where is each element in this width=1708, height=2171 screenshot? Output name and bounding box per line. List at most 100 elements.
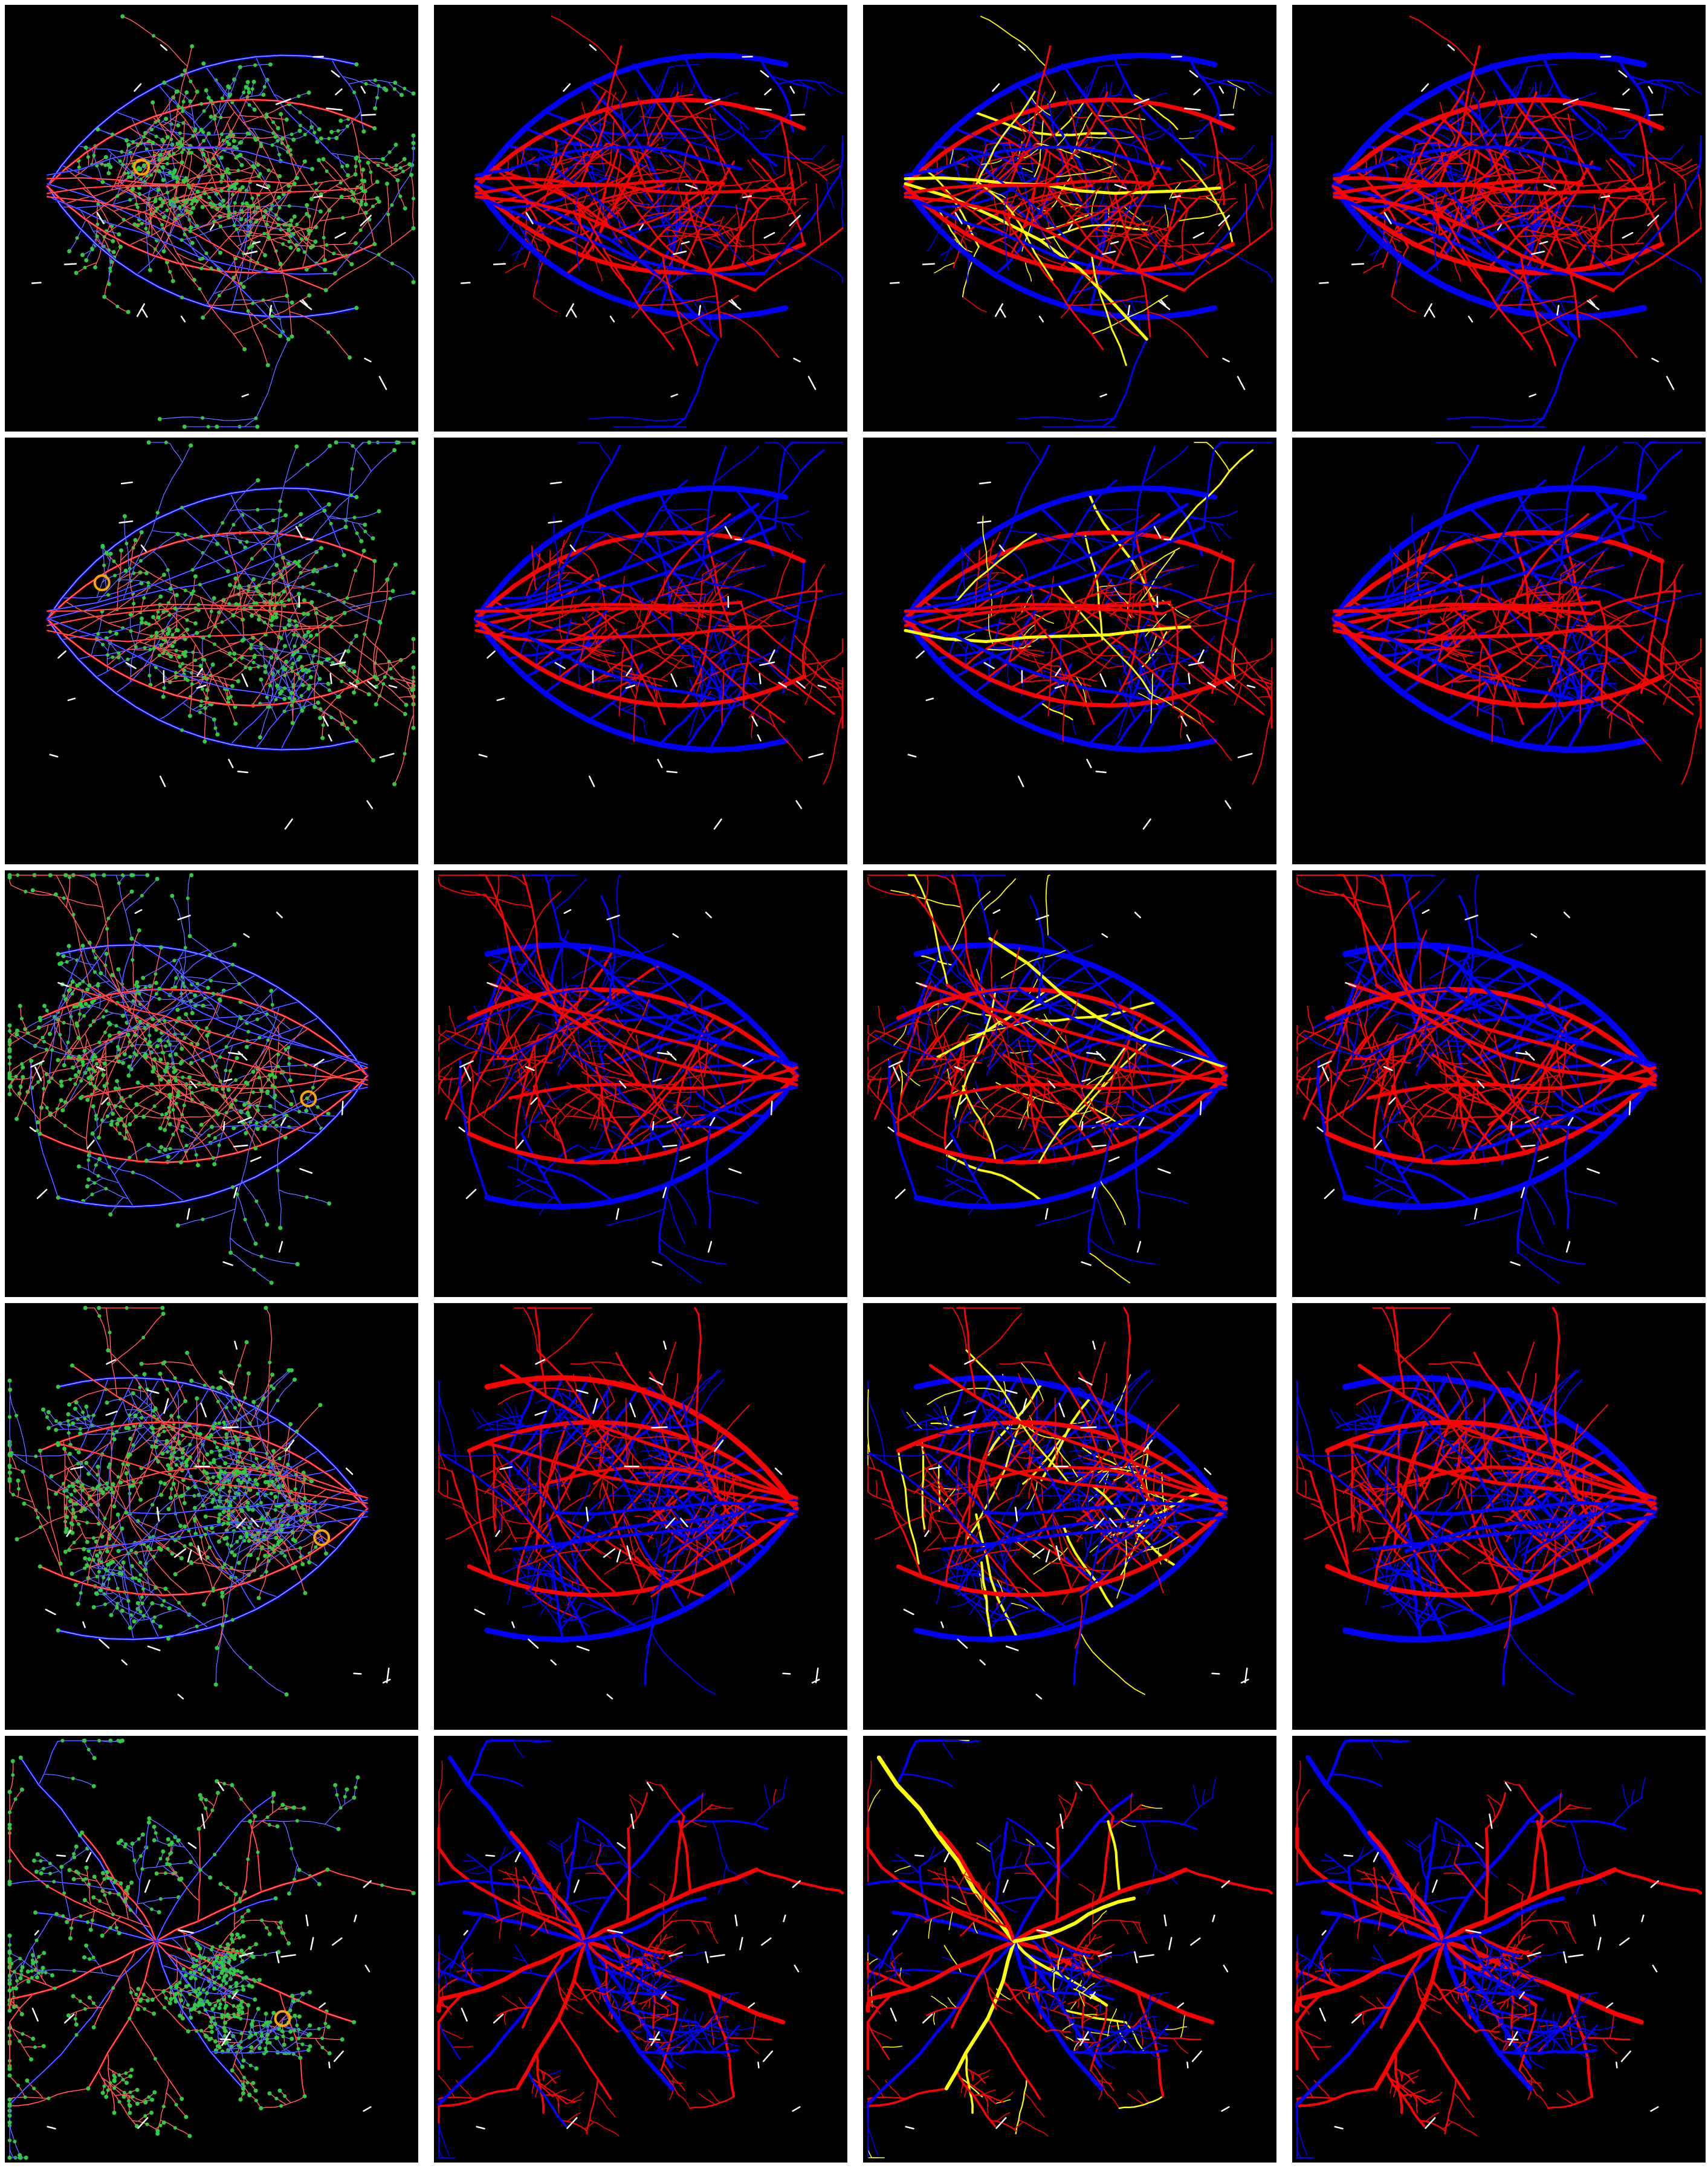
graph-node <box>190 1011 195 1015</box>
graph-node <box>165 208 169 212</box>
artery-segment <box>904 180 1154 195</box>
artery-segment <box>1472 200 1485 209</box>
artery-segment <box>1577 629 1694 716</box>
graph-node <box>224 1069 228 1073</box>
artery-segment <box>668 115 717 120</box>
artery-segment <box>1091 590 1102 616</box>
vein-segment <box>1541 55 1636 167</box>
artery-segment <box>1250 164 1271 176</box>
graph-node <box>267 580 271 584</box>
graph-node <box>349 493 353 497</box>
artery-segment <box>1559 239 1579 248</box>
graph-node <box>131 187 135 191</box>
graph-node <box>18 1003 22 1008</box>
graph-node <box>288 1078 293 1082</box>
graph-node <box>188 229 192 233</box>
graph-node <box>134 202 138 207</box>
graph-node <box>354 495 359 499</box>
vessel-map <box>889 16 1273 428</box>
artery-segment <box>969 144 988 191</box>
unclassified-fragment <box>96 212 105 225</box>
artery-segment <box>960 188 992 205</box>
graph-node <box>267 235 271 240</box>
graph-node <box>136 985 140 989</box>
vein-segment <box>960 545 966 592</box>
vein-segment <box>1635 592 1702 609</box>
graph-node <box>185 618 189 622</box>
graph-node <box>371 758 375 763</box>
graph-node <box>230 100 235 105</box>
vein-segment <box>1162 645 1179 680</box>
vein-segment <box>1028 118 1054 130</box>
artery-segment <box>1542 192 1580 338</box>
unclassified-fragment <box>992 83 1000 92</box>
artery-segment <box>788 662 836 706</box>
unclassified-fragment <box>793 357 801 363</box>
graph-node <box>85 1184 89 1189</box>
graph-node <box>246 86 250 91</box>
centerline <box>236 508 283 558</box>
graph-node <box>174 89 179 94</box>
graph-node <box>137 166 141 170</box>
vein-segment <box>1432 186 1439 271</box>
artery-segment <box>1391 296 1416 312</box>
graph-node <box>154 134 158 138</box>
artery-segment <box>677 184 685 212</box>
graph-node <box>377 620 382 624</box>
vein-segment <box>122 445 192 600</box>
graph-node <box>306 612 310 616</box>
artery-segment <box>672 578 684 606</box>
graph-node <box>174 593 179 598</box>
graph-node <box>148 647 152 652</box>
artery-segment <box>671 609 702 621</box>
graph-node <box>352 199 356 202</box>
vein-segment <box>273 93 320 130</box>
centerline <box>129 618 142 683</box>
graph-node <box>345 163 350 168</box>
graph-node <box>287 1062 291 1066</box>
graph-node <box>65 960 69 964</box>
artery-segment <box>662 590 673 616</box>
unclassified-fragment <box>209 224 215 231</box>
artery-segment <box>577 207 582 233</box>
graph-node <box>326 502 331 506</box>
graph-node <box>277 508 282 513</box>
centerline <box>88 1155 184 1202</box>
artery-segment <box>534 609 629 667</box>
artery-segment <box>616 184 688 264</box>
graph-node <box>250 87 254 91</box>
unclassified-fragment <box>1133 98 1150 105</box>
graph-node <box>291 699 295 704</box>
artery-segment <box>1680 164 1700 177</box>
unclassified-fragment <box>751 716 758 727</box>
centerline <box>118 1052 146 1062</box>
artery-segment <box>1084 532 1104 641</box>
centerline <box>260 679 277 721</box>
graph-node <box>398 166 403 170</box>
unclassified-fragment <box>196 684 207 689</box>
artery-segment <box>570 622 588 625</box>
unclassified-fragment <box>757 734 762 742</box>
centerline <box>251 644 328 660</box>
vein-segment <box>1128 547 1180 580</box>
graph-node <box>75 236 79 240</box>
graph-node <box>207 1133 211 1137</box>
graph-node <box>299 571 303 575</box>
graph-node <box>156 610 160 614</box>
vein-segment <box>1007 662 1010 685</box>
unclassified-fragment <box>366 800 374 809</box>
graph-node <box>349 262 354 267</box>
artery-segment <box>1090 578 1095 597</box>
artery-segment <box>572 212 675 351</box>
vein-segment <box>473 485 789 622</box>
graph-node <box>282 626 287 631</box>
centerline <box>61 165 186 230</box>
artery-segment <box>569 586 578 613</box>
centerline <box>248 311 280 337</box>
graph-node <box>277 205 282 210</box>
unclassified-fragment <box>196 668 203 676</box>
unclassified-fragment <box>136 303 145 317</box>
graph-node <box>283 686 286 690</box>
vein-segment <box>1440 551 1459 590</box>
centerline <box>209 514 302 636</box>
